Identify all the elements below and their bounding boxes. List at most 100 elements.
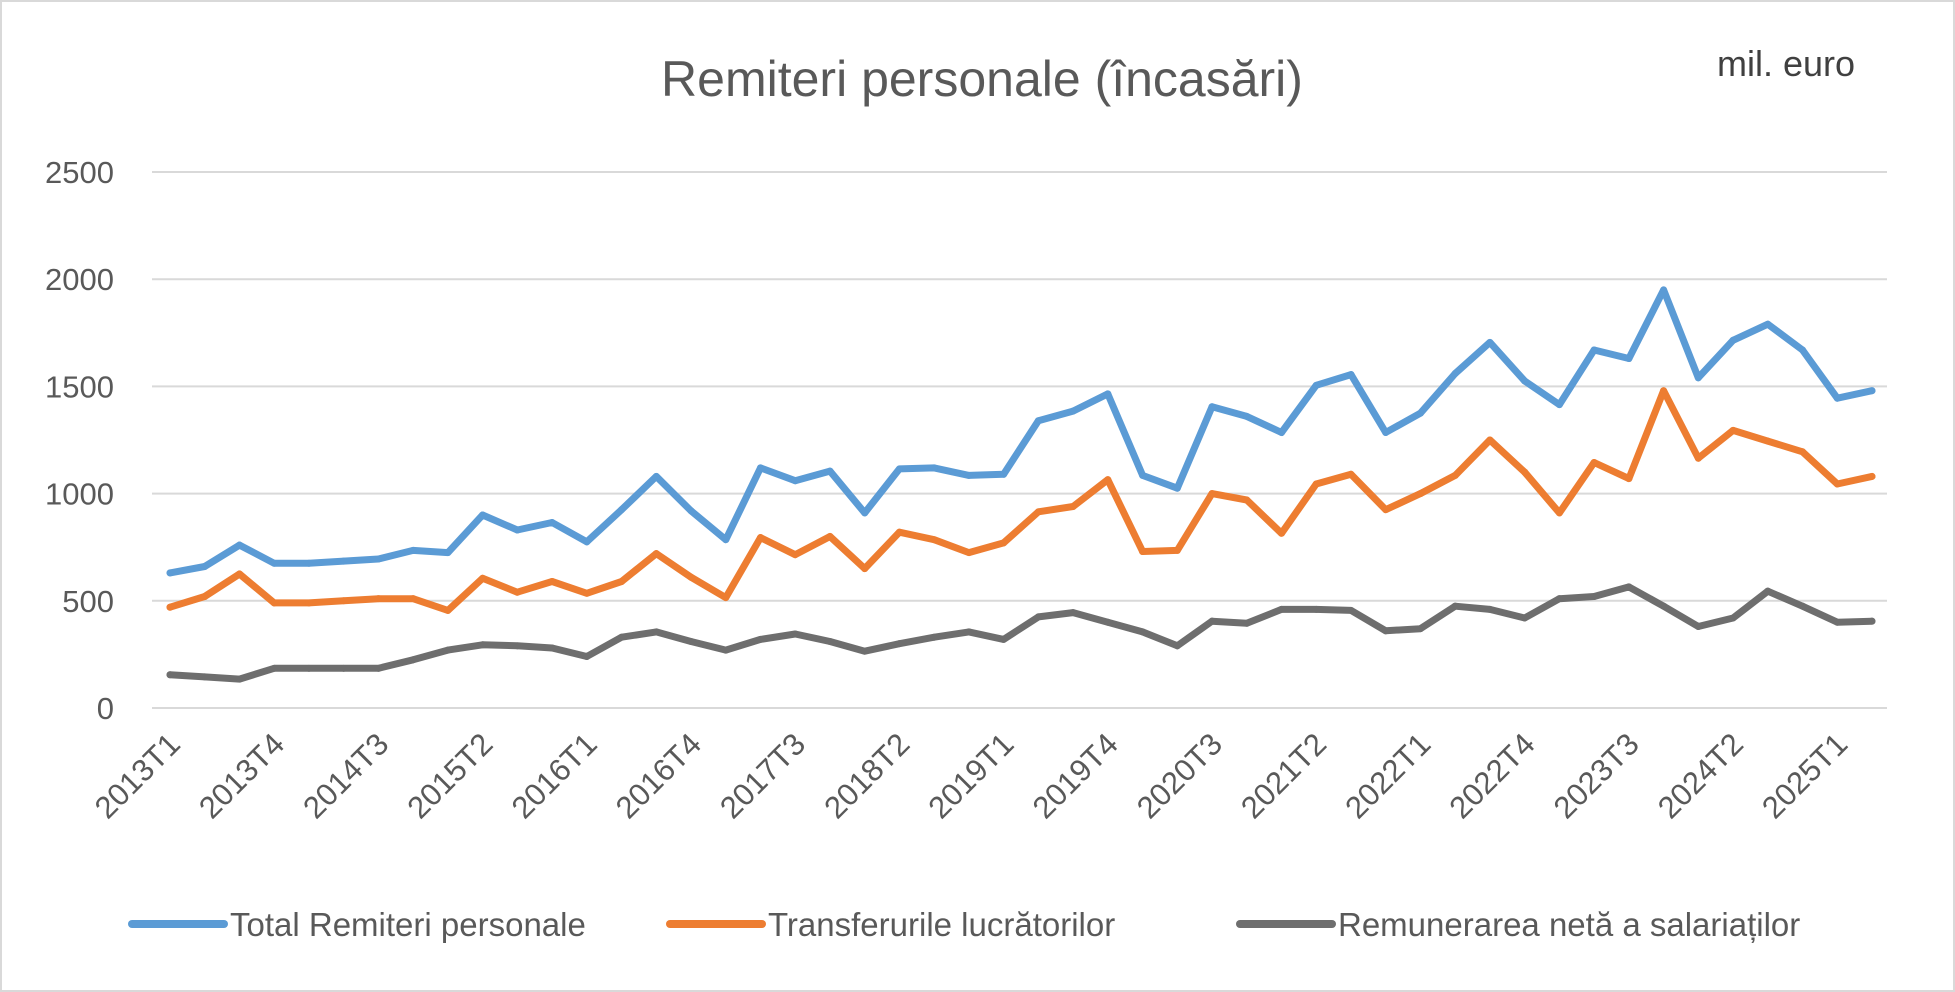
data-point	[687, 573, 695, 581]
x-axis-ticks: 2013T1 2013T4 2014T3 2015T2 2016T1 2016T4 2017…	[88, 726, 1854, 825]
data-point	[1521, 377, 1529, 385]
data-point	[1104, 476, 1112, 484]
data-point	[652, 472, 660, 480]
data-point	[1034, 508, 1042, 516]
data-point	[1764, 320, 1772, 328]
data-point	[1868, 617, 1876, 625]
data-point	[1451, 602, 1459, 610]
data-point	[1347, 470, 1355, 478]
data-point	[479, 641, 487, 649]
data-point	[235, 541, 243, 549]
data-point	[1104, 390, 1112, 398]
data-point	[1799, 602, 1807, 610]
data-point	[1173, 546, 1181, 554]
data-point	[409, 546, 417, 554]
legend-item: Remunerarea netă a salariaților	[1236, 906, 1800, 943]
data-point	[1278, 529, 1286, 537]
data-point	[1660, 602, 1668, 610]
data-point	[1833, 394, 1841, 402]
data-point	[1416, 409, 1424, 417]
chart-title: Remiteri personale (încasări)	[661, 51, 1303, 107]
data-point	[409, 595, 417, 603]
x-tick-label: 2018T2	[817, 726, 916, 825]
data-point	[1139, 547, 1147, 555]
data-point	[1625, 583, 1633, 591]
data-point	[1660, 387, 1668, 395]
data-point	[1799, 448, 1807, 456]
data-point	[1139, 628, 1147, 636]
data-point	[1278, 428, 1286, 436]
data-point	[235, 675, 243, 683]
data-point	[1555, 401, 1563, 409]
data-point	[1764, 587, 1772, 595]
x-tick-label: 2022T4	[1443, 726, 1542, 825]
legend: Total Remiteri personale Transferurile lu…	[128, 906, 1800, 943]
data-point	[374, 664, 382, 672]
data-point	[1069, 407, 1077, 415]
data-point	[1625, 355, 1633, 363]
data-point	[1173, 642, 1181, 650]
data-point	[548, 519, 556, 527]
data-point	[583, 538, 591, 546]
y-tick-label: 2000	[45, 262, 114, 297]
data-point	[1243, 619, 1251, 627]
data-point	[1451, 370, 1459, 378]
data-point	[583, 653, 591, 661]
data-point	[1590, 593, 1598, 601]
data-point	[1486, 605, 1494, 613]
data-point	[652, 628, 660, 636]
x-tick-label: 2024T2	[1651, 726, 1750, 825]
x-tick-label: 2013T4	[192, 726, 291, 825]
data-point	[652, 550, 660, 558]
data-point	[756, 464, 764, 472]
data-point	[618, 633, 626, 641]
x-tick-label: 2013T1	[88, 726, 187, 825]
data-point	[1034, 417, 1042, 425]
data-point	[1868, 472, 1876, 480]
data-point	[1521, 468, 1529, 476]
x-tick-label: 2019T4	[1026, 726, 1125, 825]
data-point	[1382, 627, 1390, 635]
data-point	[895, 640, 903, 648]
data-point	[270, 664, 278, 672]
x-tick-label: 2020T3	[1130, 726, 1229, 825]
x-tick-label: 2014T3	[296, 726, 395, 825]
data-point	[826, 467, 834, 475]
series-1	[166, 387, 1876, 614]
series-line	[166, 387, 1876, 614]
data-point	[1660, 286, 1668, 294]
data-point	[548, 578, 556, 586]
data-point	[1034, 613, 1042, 621]
data-point	[1833, 618, 1841, 626]
data-point	[791, 551, 799, 559]
data-point	[756, 635, 764, 643]
data-point	[965, 471, 973, 479]
data-point	[513, 642, 521, 650]
data-point	[201, 562, 209, 570]
data-point	[1243, 412, 1251, 420]
series-line	[166, 286, 1876, 577]
data-point	[1347, 371, 1355, 379]
series-line	[166, 583, 1876, 683]
x-tick-label: 2017T3	[713, 726, 812, 825]
y-tick-label: 1000	[45, 477, 114, 512]
data-point	[513, 588, 521, 596]
data-point	[618, 578, 626, 586]
data-point	[1347, 606, 1355, 614]
data-point	[1243, 496, 1251, 504]
data-point	[1694, 454, 1702, 462]
legend-label: Remunerarea netă a salariaților	[1338, 906, 1800, 943]
data-point	[166, 603, 174, 611]
data-point	[513, 526, 521, 534]
data-point	[861, 509, 869, 517]
x-tick-label: 2016T1	[505, 726, 604, 825]
data-point	[930, 633, 938, 641]
unit-label: mil. euro	[1717, 43, 1855, 84]
x-tick-label: 2019T1	[921, 726, 1020, 825]
data-point	[270, 599, 278, 607]
data-point	[722, 646, 730, 654]
data-point	[1139, 471, 1147, 479]
data-point	[374, 595, 382, 603]
series-lines	[166, 286, 1876, 683]
